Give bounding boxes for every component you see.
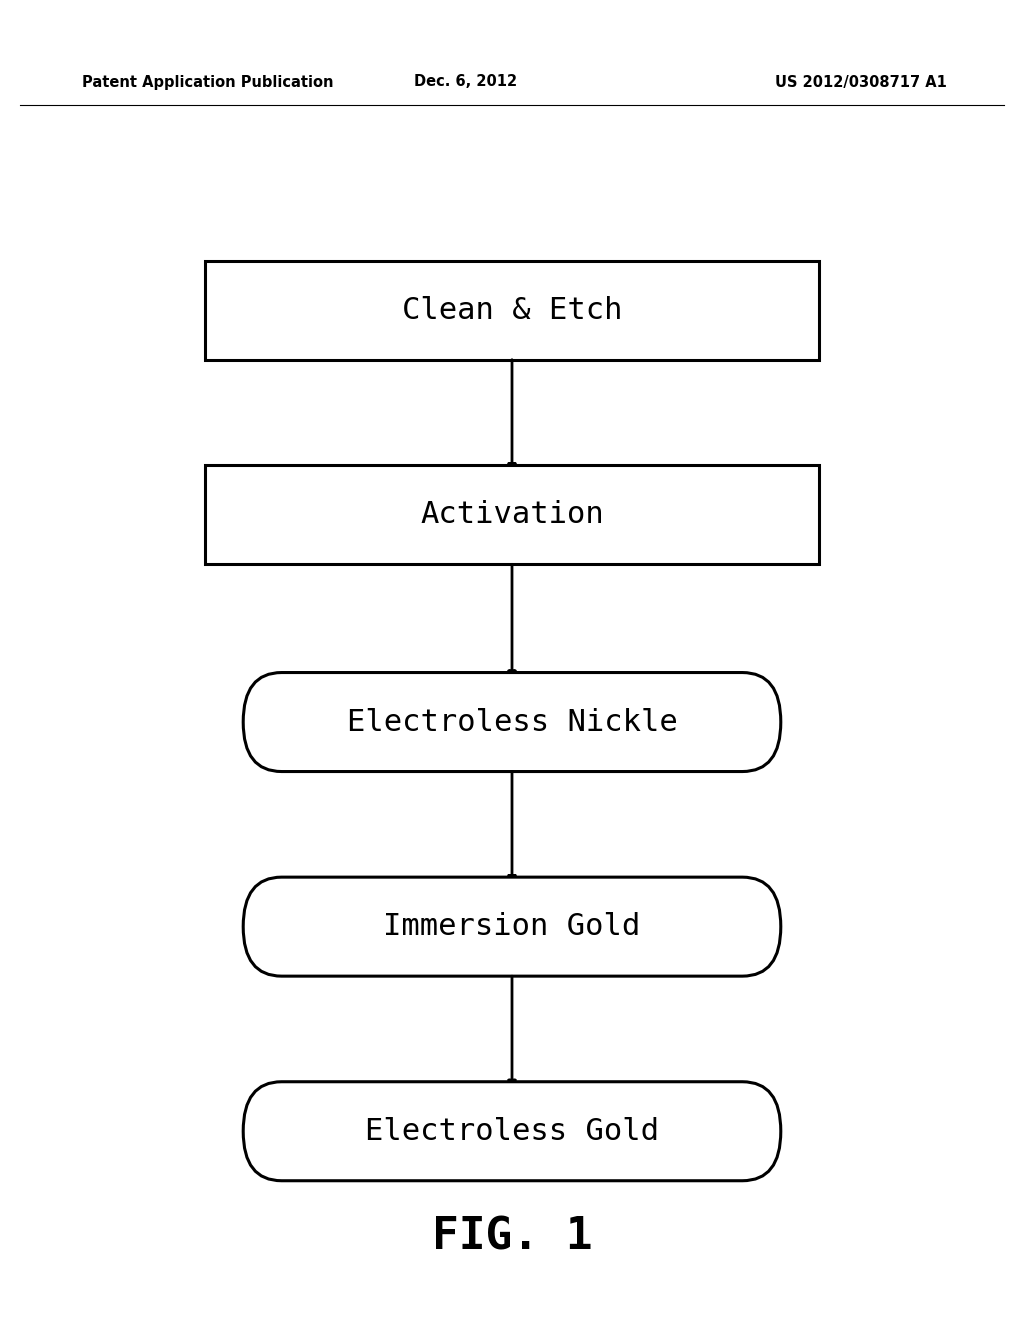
- Text: Clean & Etch: Clean & Etch: [401, 296, 623, 325]
- Text: Dec. 6, 2012: Dec. 6, 2012: [415, 74, 517, 90]
- Text: Patent Application Publication: Patent Application Publication: [82, 74, 334, 90]
- FancyBboxPatch shape: [205, 261, 819, 359]
- Text: Activation: Activation: [420, 500, 604, 529]
- Text: Immersion Gold: Immersion Gold: [383, 912, 641, 941]
- Text: US 2012/0308717 A1: US 2012/0308717 A1: [775, 74, 947, 90]
- FancyBboxPatch shape: [205, 466, 819, 565]
- FancyBboxPatch shape: [244, 672, 781, 771]
- Text: Electroless Nickle: Electroless Nickle: [347, 708, 677, 737]
- Text: FIG. 1: FIG. 1: [432, 1216, 592, 1258]
- FancyBboxPatch shape: [244, 1082, 781, 1180]
- Text: Electroless Gold: Electroless Gold: [365, 1117, 659, 1146]
- FancyBboxPatch shape: [244, 876, 781, 977]
